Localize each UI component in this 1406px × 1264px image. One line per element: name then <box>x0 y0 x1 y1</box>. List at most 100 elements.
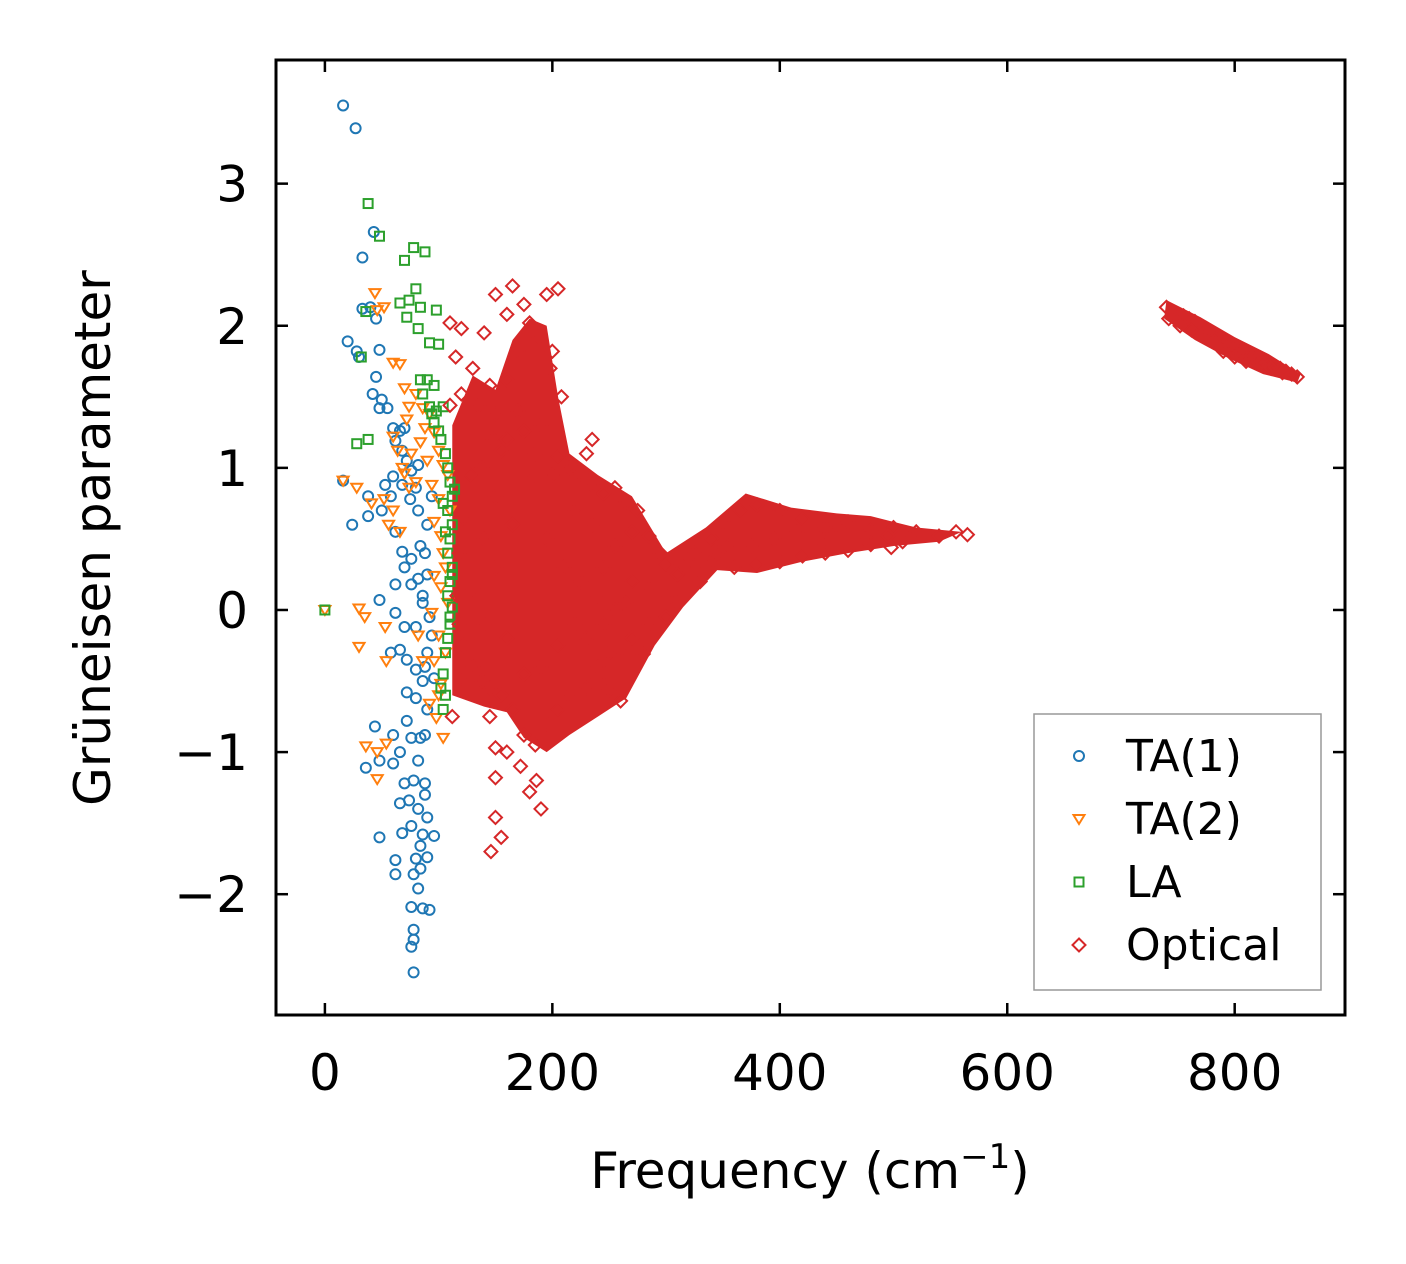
data-point <box>439 526 451 538</box>
data-point <box>405 900 418 913</box>
data-point <box>487 769 504 786</box>
data-point <box>538 715 555 732</box>
data-point <box>415 656 430 669</box>
data-point <box>948 523 964 540</box>
data-point <box>433 425 445 437</box>
data-point <box>393 746 406 759</box>
data-point <box>416 589 429 602</box>
data-point <box>396 478 409 491</box>
data-point <box>1206 333 1223 350</box>
data-point <box>417 388 429 400</box>
data-point <box>527 737 544 753</box>
data-point <box>624 630 640 647</box>
data-point <box>423 903 436 916</box>
data-point <box>498 431 515 448</box>
data-point <box>381 519 396 532</box>
data-point <box>464 360 481 377</box>
x-axis-label: Frequency (cm−1) <box>590 1137 1030 1200</box>
data-point <box>379 478 392 491</box>
y-tick-label: 3 <box>216 156 248 214</box>
data-point <box>404 493 417 506</box>
x-tick-label: 0 <box>309 1044 341 1102</box>
data-point <box>449 483 461 495</box>
data-point <box>584 431 601 448</box>
legend-label: LA <box>1126 857 1182 908</box>
data-point <box>367 288 383 300</box>
data-point <box>749 556 765 573</box>
data-point <box>817 519 834 536</box>
data-point <box>572 573 589 590</box>
data-point <box>908 523 925 540</box>
data-point <box>414 374 426 386</box>
data-point <box>578 630 595 647</box>
data-point <box>794 548 811 564</box>
data-point <box>544 343 561 360</box>
data-point <box>510 403 527 419</box>
data-point <box>401 401 417 414</box>
data-point <box>418 547 431 560</box>
data-point <box>381 402 394 415</box>
data-point <box>424 337 436 349</box>
data-point <box>362 510 375 523</box>
data-point <box>368 720 381 733</box>
data-point <box>595 616 612 633</box>
data-point <box>337 99 350 112</box>
data-point <box>403 794 416 807</box>
data-point <box>412 802 425 815</box>
data-point <box>356 302 369 315</box>
data-point <box>442 632 454 644</box>
data-point <box>544 467 561 483</box>
data-point <box>412 323 424 335</box>
data-point <box>516 296 532 313</box>
data-point <box>418 788 431 801</box>
y-tick-label: −2 <box>174 866 248 924</box>
data-point <box>405 552 418 565</box>
legend-label: Optical <box>1126 920 1281 971</box>
data-point <box>1251 356 1268 373</box>
data-point <box>362 198 374 210</box>
data-point <box>426 656 442 669</box>
y-tick-label: −1 <box>174 724 248 782</box>
data-point <box>376 494 392 507</box>
data-point <box>416 596 429 609</box>
data-point <box>794 511 811 527</box>
data-point <box>879 528 896 544</box>
data-point <box>567 616 584 633</box>
data-point <box>421 568 434 581</box>
data-point <box>429 712 444 725</box>
data-point <box>481 680 498 697</box>
data-point <box>360 306 372 318</box>
data-point <box>658 556 674 573</box>
data-point <box>481 708 498 725</box>
data-point <box>410 283 422 295</box>
data-point <box>408 242 420 254</box>
data-point <box>401 311 413 323</box>
y-axis-label: Grüneisen parameter <box>64 270 122 806</box>
data-point <box>521 783 538 800</box>
data-point <box>407 923 420 936</box>
data-point <box>404 448 419 461</box>
data-point <box>405 819 418 832</box>
x-tick-label: 600 <box>960 1044 1055 1102</box>
data-point <box>385 505 401 518</box>
data-point <box>834 523 851 540</box>
data-point <box>550 701 566 718</box>
data-point <box>606 602 623 618</box>
data-point <box>857 531 874 547</box>
data-point <box>510 343 527 360</box>
data-point <box>412 459 425 472</box>
data-point <box>373 594 386 607</box>
data-point <box>385 431 401 444</box>
data-point <box>595 485 612 502</box>
data-point <box>437 497 449 509</box>
data-point <box>504 278 521 294</box>
data-point <box>589 658 606 675</box>
data-point <box>379 738 394 751</box>
data-point <box>624 523 640 540</box>
data-point <box>422 698 437 711</box>
data-point <box>470 397 487 414</box>
data-point <box>1263 360 1279 377</box>
data-point <box>692 573 709 590</box>
data-point <box>883 539 900 556</box>
data-point <box>414 862 427 875</box>
